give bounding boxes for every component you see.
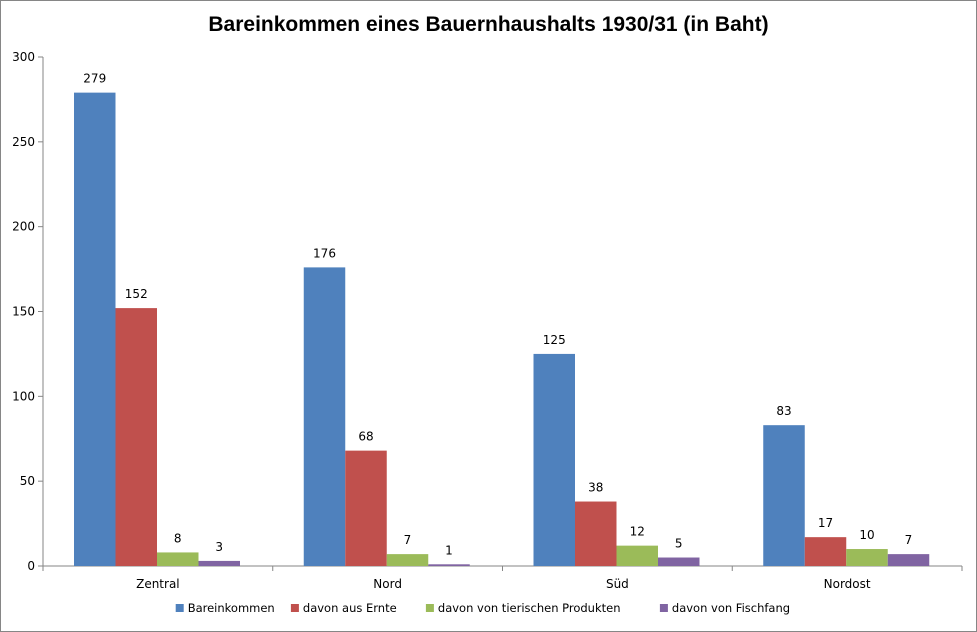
y-tick-label: 100 (12, 389, 35, 403)
data-label: 83 (776, 404, 791, 418)
bar (386, 554, 429, 566)
data-label: 125 (543, 333, 566, 347)
y-tick-label: 0 (27, 559, 35, 573)
data-label: 176 (313, 246, 336, 260)
data-label: 12 (630, 525, 645, 539)
bar (887, 554, 930, 566)
data-label: 7 (404, 533, 412, 547)
bar (846, 549, 888, 566)
bar (616, 545, 658, 566)
data-label: 7 (905, 533, 913, 547)
bar (575, 501, 617, 566)
legend-entry: davon von tierischen Produkten (438, 601, 621, 615)
bar (157, 552, 199, 566)
data-label: 38 (588, 481, 603, 495)
bar (303, 267, 346, 566)
legend-entry: Bareinkommen (188, 601, 275, 615)
y-tick-label: 300 (12, 50, 35, 64)
data-label: 68 (358, 430, 373, 444)
legend-swatch (290, 604, 299, 612)
legend-swatch (425, 604, 434, 612)
axes: 0 50 100 150 200 250 300 Zentral Nord Süd Nordost (12, 50, 963, 591)
chart-title: Bareinkommen eines Bauernhaushalts 1930/… (208, 13, 769, 36)
data-label: 279 (83, 72, 106, 86)
bar (198, 560, 240, 566)
legend: Bareinkommen davon aus Ernte davon von tie… (175, 601, 790, 615)
data-label: 8 (174, 531, 182, 545)
bar (115, 308, 157, 566)
y-tick-label: 250 (12, 135, 35, 149)
data-label: 17 (818, 516, 833, 530)
bar (345, 450, 387, 566)
legend-entry: davon von Fischfang (672, 601, 790, 615)
data-label: 5 (675, 537, 683, 551)
bar (658, 557, 700, 566)
bar (533, 353, 575, 566)
bar (804, 537, 847, 566)
x-tick-label: Zentral (136, 577, 180, 591)
x-tick-label: Nord (373, 577, 402, 591)
x-tick-label: Nordost (824, 577, 871, 591)
data-label: 152 (125, 287, 148, 301)
bars (74, 92, 930, 566)
legend-swatch (175, 604, 184, 612)
bar (428, 564, 470, 566)
bar (74, 92, 116, 566)
legend-swatch (659, 604, 668, 612)
y-tick-label: 150 (12, 305, 35, 319)
data-label: 10 (859, 528, 874, 542)
legend-entry: davon aus Ernte (303, 601, 397, 615)
data-label: 1 (445, 543, 453, 557)
data-label: 3 (215, 540, 223, 554)
bar (763, 425, 805, 566)
x-tick-label: Süd (606, 577, 629, 591)
y-tick-label: 200 (12, 220, 35, 234)
y-tick-label: 50 (20, 474, 35, 488)
